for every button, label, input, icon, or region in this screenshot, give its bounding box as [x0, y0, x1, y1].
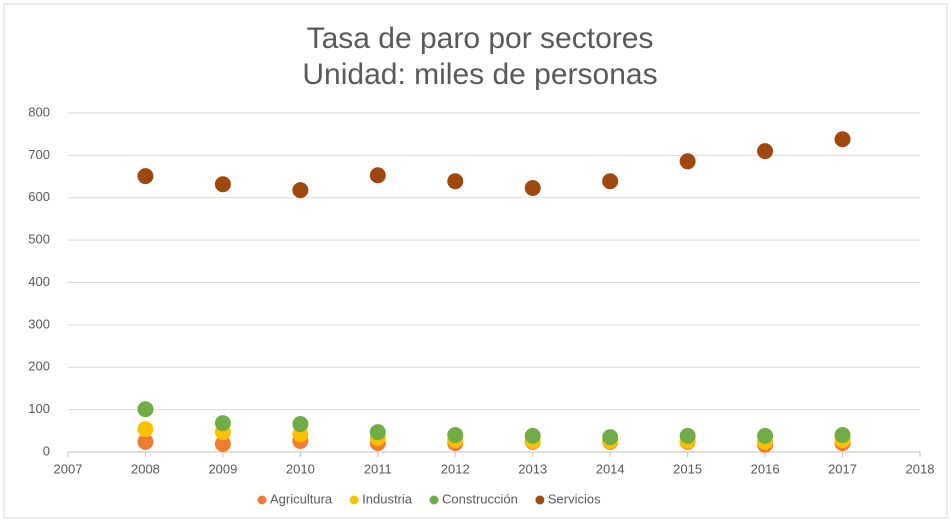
legend-marker	[349, 495, 359, 505]
x-tick-label: 2007	[54, 461, 83, 476]
point	[292, 182, 309, 199]
point	[447, 173, 464, 190]
legend-marker	[429, 495, 439, 505]
y-tick-label: 0	[43, 443, 50, 458]
point	[602, 173, 619, 190]
point	[137, 168, 154, 185]
chart-border	[3, 3, 948, 519]
point	[524, 427, 541, 444]
x-tick-label: 2014	[596, 461, 625, 476]
legend-label: Construcción	[442, 491, 518, 506]
x-tick-label: 2012	[441, 461, 470, 476]
y-tick-label: 800	[28, 104, 50, 119]
y-tick-label: 500	[28, 232, 50, 247]
x-tick-label: 2008	[131, 461, 160, 476]
x-tick-label: 2015	[673, 461, 702, 476]
point	[679, 427, 696, 444]
point	[447, 427, 464, 444]
x-tick-label: 2010	[286, 461, 315, 476]
chart-subtitle: Unidad: miles de personas	[302, 58, 657, 91]
chart-title: Tasa de paro por sectores	[307, 22, 654, 55]
x-tick-label: 2018	[906, 461, 935, 476]
point	[214, 435, 231, 452]
point	[834, 131, 851, 148]
point	[214, 415, 231, 432]
legend-marker	[535, 495, 545, 505]
y-tick-label: 300	[28, 316, 50, 331]
point	[757, 427, 774, 444]
point	[524, 180, 541, 197]
point	[137, 433, 154, 450]
legend-label: Agricultura	[270, 491, 333, 506]
point	[369, 167, 386, 184]
y-tick-label: 100	[28, 401, 50, 416]
y-tick-label: 200	[28, 359, 50, 374]
y-tick-label: 400	[28, 274, 50, 289]
y-tick-label: 600	[28, 189, 50, 204]
legend-marker	[257, 495, 267, 505]
y-tick-label: 700	[28, 147, 50, 162]
point	[602, 429, 619, 446]
x-tick-label: 2009	[208, 461, 237, 476]
point	[292, 416, 309, 433]
legend-label: Industria	[362, 491, 413, 506]
point	[137, 421, 154, 438]
point	[369, 424, 386, 441]
x-tick-label: 2013	[518, 461, 547, 476]
x-tick-label: 2011	[364, 461, 392, 476]
point	[214, 176, 231, 193]
point	[834, 427, 851, 444]
x-tick-label: 2016	[751, 461, 780, 476]
legend-label: Servicios	[548, 491, 601, 506]
x-tick-label: 2017	[828, 461, 857, 476]
point	[679, 153, 696, 170]
point	[757, 143, 774, 160]
point	[137, 401, 154, 418]
